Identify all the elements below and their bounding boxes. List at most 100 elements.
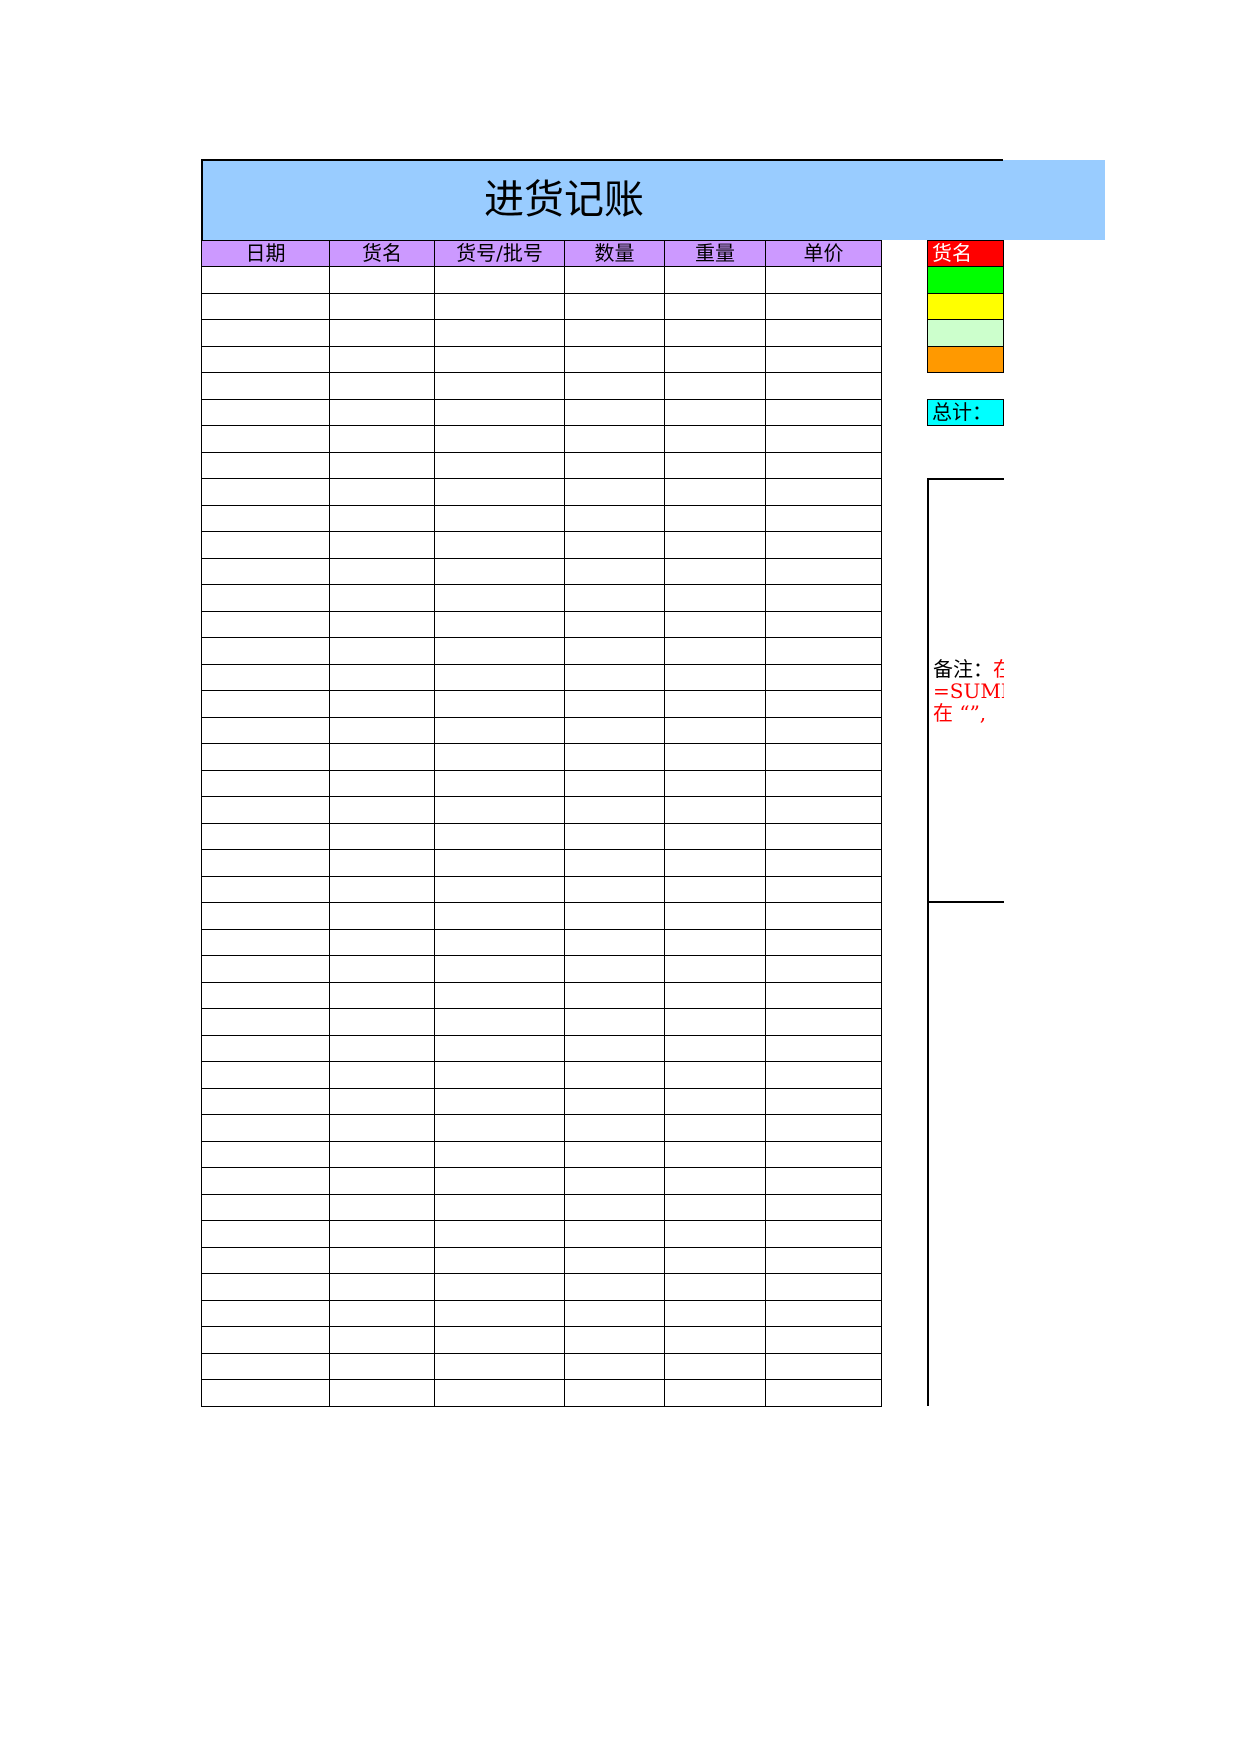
table-cell [201,955,330,983]
column-header: 数量 [564,240,665,267]
notes-line: =SUMIF( [933,679,1004,703]
table-cell [201,1273,330,1301]
table-cell [434,504,565,532]
table-cell [564,1326,665,1354]
table-cell [434,796,565,824]
table-cell [664,1379,766,1407]
table-cell [765,981,882,1009]
table-cell [664,372,766,400]
table-cell [664,663,766,691]
table-cell [434,637,565,665]
table-cell [765,1008,882,1036]
table-cell [564,637,665,665]
table-cell [564,531,665,559]
table-cell [564,266,665,294]
table-cell [664,1034,766,1062]
table-cell [564,1352,665,1380]
table-cell [329,822,435,850]
table-cell [564,319,665,347]
table-cell [329,1087,435,1115]
title-border [201,159,1003,161]
table-cell [664,796,766,824]
table-cell [329,849,435,877]
table-cell [434,1193,565,1221]
legend-swatch [927,346,1004,373]
table-cell [434,955,565,983]
table-cell [564,769,665,797]
table-cell [664,557,766,585]
notes-text: 备注：在 =SUMIF( 在 “”, [933,658,1004,724]
table-cell [329,425,435,453]
table-cell [765,1034,882,1062]
table-cell [434,1352,565,1380]
table-cell [765,1273,882,1301]
table-cell [201,425,330,453]
table-cell [201,1379,330,1407]
table-cell [329,1326,435,1354]
column-header: 重量 [664,240,766,267]
table-cell [765,716,882,744]
table-cell [329,716,435,744]
table-cell [564,690,665,718]
table-cell [329,372,435,400]
table-cell [201,1193,330,1221]
table-cell [765,1220,882,1248]
table-cell [664,292,766,320]
table-cell [329,504,435,532]
table-cell [434,610,565,638]
table-cell [329,292,435,320]
table-cell [765,1246,882,1274]
table-cell [329,690,435,718]
table-cell [765,1193,882,1221]
table-cell [201,266,330,294]
table-cell [664,902,766,930]
table-cell [434,292,565,320]
table-cell [434,1246,565,1274]
table-cell [765,292,882,320]
table-cell [765,849,882,877]
table-cell [765,372,882,400]
table-cell [564,504,665,532]
table-cell [564,849,665,877]
table-cell [434,1061,565,1089]
table-cell [664,1326,766,1354]
table-cell [564,1220,665,1248]
table-cell [201,1034,330,1062]
table-cell [329,1352,435,1380]
table-cell [201,743,330,771]
table-cell [564,1167,665,1195]
table-cell [434,266,565,294]
table-cell [564,345,665,373]
table-cell [329,1273,435,1301]
table-cell [329,398,435,426]
total-label: 总计： [927,399,1004,426]
table-cell [329,319,435,347]
table-cell [765,425,882,453]
table-cell [329,875,435,903]
table-cell [201,451,330,479]
table-cell [201,584,330,612]
table-cell [765,769,882,797]
table-cell [564,743,665,771]
table-cell [329,1379,435,1407]
table-cell [201,1167,330,1195]
table-cell [564,1299,665,1327]
table-cell [765,1299,882,1327]
legend-swatch [927,266,1004,294]
table-cell [765,875,882,903]
table-cell [765,1167,882,1195]
table-cell [765,610,882,638]
table-cell [664,266,766,294]
table-cell [201,372,330,400]
table-cell [329,1061,435,1089]
table-cell [765,663,882,691]
table-cell [765,1087,882,1115]
table-cell [201,1326,330,1354]
table-cell [201,637,330,665]
table-cell [765,743,882,771]
table-cell [664,451,766,479]
table-cell [329,1140,435,1168]
table-cell [201,769,330,797]
table-cell [434,1087,565,1115]
table-cell [201,1220,330,1248]
